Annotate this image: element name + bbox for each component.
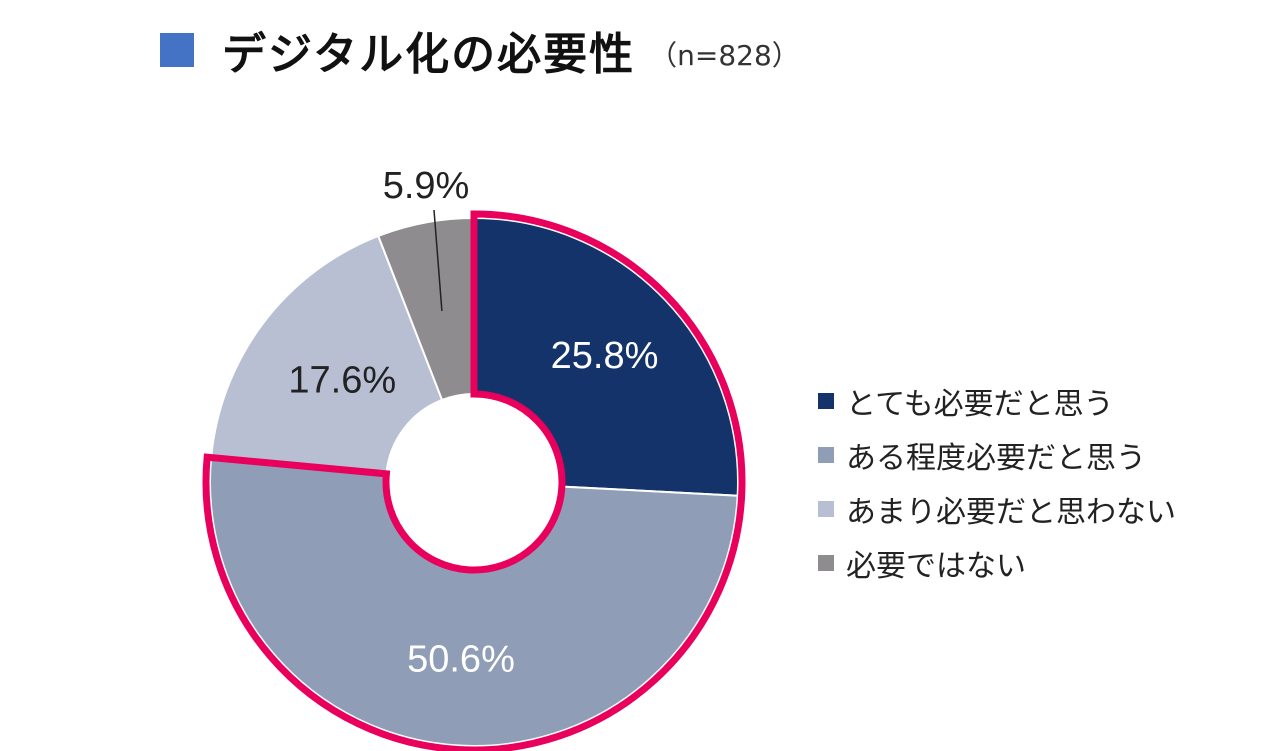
data-label-not-necessary: 5.9% [383, 165, 470, 207]
chart-legend: とても必要だと思う ある程度必要だと思う あまり必要だと思わない 必要ではない [818, 374, 1176, 590]
legend-item-not-very-necessary: あまり必要だと思わない [818, 482, 1176, 536]
legend-label: あまり必要だと思わない [846, 495, 1176, 530]
data-label-somewhat-necessary: 50.6% [407, 639, 515, 681]
chart-title: デジタル化の必要性 [222, 29, 636, 80]
data-label-very-necessary: 25.8% [551, 335, 659, 377]
highlight-outline [202, 210, 746, 751]
legend-label: 必要ではない [846, 549, 1026, 584]
legend-item-somewhat-necessary: ある程度必要だと思う [818, 428, 1176, 482]
legend-swatch [818, 555, 834, 571]
legend-label: とても必要だと思う [846, 387, 1114, 422]
data-label-not-very-necessary: 17.6% [288, 360, 396, 402]
legend-swatch [818, 393, 834, 409]
chart-title-row: デジタル化の必要性 （n=828） [160, 18, 800, 82]
legend-swatch [818, 501, 834, 517]
slice-somewhat-necessary [209, 456, 739, 747]
legend-item-not-necessary: 必要ではない [818, 536, 1176, 590]
leader-line-not-necessary [433, 209, 443, 312]
legend-item-very-necessary: とても必要だと思う [818, 374, 1176, 428]
legend-label: ある程度必要だと思う [846, 441, 1146, 476]
slice-not-very-necessary [210, 234, 444, 475]
title-marker-square [160, 33, 194, 67]
legend-swatch [818, 447, 834, 463]
chart-subtitle-sample-size: （n=828） [649, 39, 800, 72]
